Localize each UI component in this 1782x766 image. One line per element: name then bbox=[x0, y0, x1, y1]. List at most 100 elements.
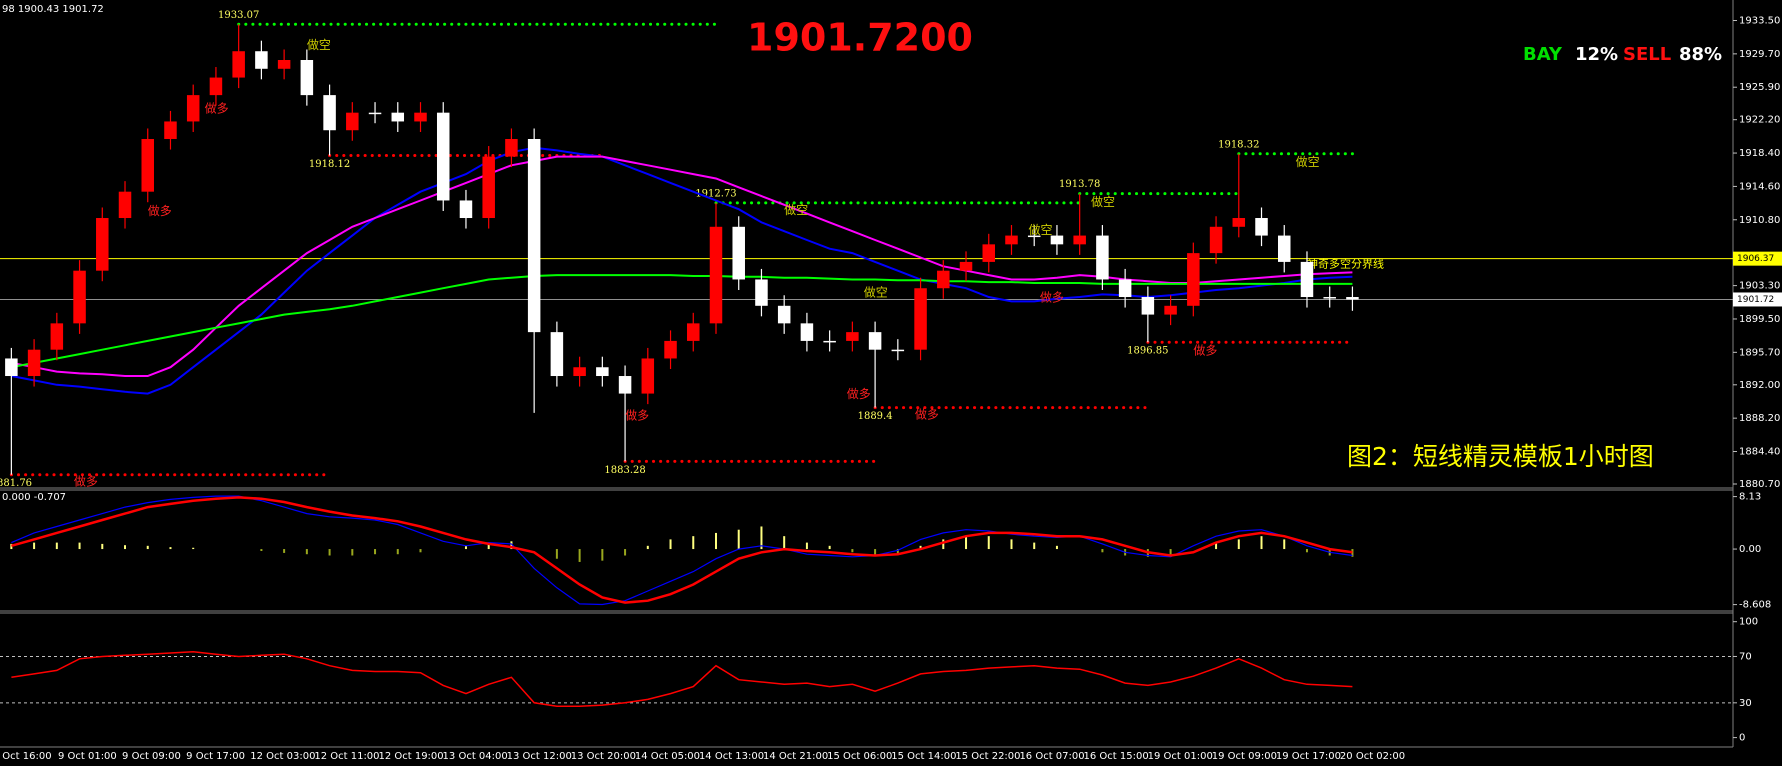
y-tick-label: 1910.80 bbox=[1739, 215, 1780, 226]
price-annotation: 1918.32 bbox=[1218, 139, 1259, 150]
candle-body bbox=[1255, 218, 1268, 236]
candle-body bbox=[1209, 226, 1223, 254]
long-signal: 做多 bbox=[625, 407, 649, 422]
price-annotation: 1913.78 bbox=[1059, 179, 1100, 190]
x-tick-label: 13 Oct 04:00 bbox=[443, 751, 508, 762]
y-tick-label: 1903.30 bbox=[1739, 281, 1780, 292]
candle-body bbox=[823, 340, 836, 343]
candle-body bbox=[1187, 253, 1200, 306]
candle-body bbox=[687, 323, 700, 341]
candle-body bbox=[641, 358, 655, 394]
y-tick-label: 1922.20 bbox=[1739, 115, 1780, 126]
candle-body bbox=[1323, 297, 1336, 299]
candle-body bbox=[527, 139, 541, 333]
current-price: 1901.72 bbox=[1737, 295, 1774, 305]
price-annotation: 1889.4 bbox=[858, 411, 893, 422]
boundary-label: 神奇多空分界线 bbox=[1307, 257, 1384, 271]
y-tick-label: 1892.00 bbox=[1739, 380, 1780, 391]
rsi-line bbox=[11, 651, 1353, 708]
candle-body bbox=[1050, 235, 1064, 245]
candle-body bbox=[323, 95, 336, 131]
candle-body bbox=[368, 112, 382, 115]
macd-line bbox=[11, 495, 1353, 606]
y-tick-label: 1914.60 bbox=[1739, 181, 1780, 192]
candle-body bbox=[664, 340, 677, 359]
candle-body bbox=[846, 332, 859, 341]
candle-body bbox=[346, 112, 359, 131]
price-annotation: 1918.12 bbox=[309, 159, 350, 170]
price-annotation: 1896.85 bbox=[1127, 346, 1168, 357]
candle-body bbox=[482, 156, 495, 219]
candle-body bbox=[459, 200, 473, 219]
x-tick-label: 19 Oct 01:00 bbox=[1148, 751, 1213, 762]
x-tick-label: 9 Oct 01:00 bbox=[58, 751, 117, 762]
y-tick-label: 100 bbox=[1739, 617, 1758, 628]
long-signal: 做多 bbox=[1040, 289, 1064, 304]
x-tick-label: 19 Oct 09:00 bbox=[1212, 751, 1277, 762]
y-tick-label: 1895.70 bbox=[1739, 347, 1780, 358]
candle-body bbox=[959, 261, 973, 271]
macd-header: 0.000 -0.707 bbox=[2, 492, 66, 503]
candle-body bbox=[300, 60, 314, 96]
x-tick-label: 15 Oct 22:00 bbox=[955, 751, 1020, 762]
sell-ratio: 88% bbox=[1679, 44, 1722, 65]
short-signal: 做空 bbox=[1091, 194, 1115, 209]
y-tick-label: 1925.90 bbox=[1739, 82, 1780, 93]
price-annotation: 1881.76 bbox=[0, 478, 32, 489]
candle-body bbox=[1164, 305, 1177, 315]
candle-body bbox=[1141, 297, 1155, 315]
x-tick-label: 16 Oct 07:00 bbox=[1019, 751, 1084, 762]
candle-body bbox=[255, 51, 268, 69]
candle-body bbox=[436, 112, 450, 201]
y-tick-label: 0.00 bbox=[1739, 544, 1761, 555]
candle-body bbox=[618, 376, 632, 394]
y-tick-label: 8.13 bbox=[1739, 492, 1761, 503]
candle-body bbox=[732, 226, 745, 280]
buy-label: BAY bbox=[1523, 44, 1563, 65]
candle-body bbox=[891, 349, 905, 352]
y-tick-label: 1899.50 bbox=[1739, 314, 1780, 325]
x-tick-label: 9 Oct 09:00 bbox=[122, 751, 181, 762]
candle-body bbox=[1027, 235, 1041, 238]
short-signal: 做空 bbox=[784, 202, 808, 217]
candle-body bbox=[50, 323, 64, 350]
x-tick-label: 15 Oct 14:00 bbox=[891, 751, 956, 762]
candle-body bbox=[1073, 235, 1086, 245]
candle-body bbox=[164, 121, 177, 140]
symbol-header: 98 1900.43 1901.72 bbox=[2, 4, 104, 15]
candle-body bbox=[982, 244, 996, 262]
candle-body bbox=[868, 332, 882, 350]
candle-body bbox=[596, 367, 609, 377]
long-signal: 做多 bbox=[148, 203, 172, 218]
y-tick-label: 0 bbox=[1739, 733, 1745, 744]
x-tick-label: 15 Oct 06:00 bbox=[827, 751, 892, 762]
long-signal: 做多 bbox=[74, 473, 98, 488]
x-tick-label: 13 Oct 12:00 bbox=[507, 751, 572, 762]
candle-body bbox=[1346, 297, 1359, 300]
candle-body bbox=[27, 349, 41, 377]
caption: 图2：短线精灵模板1小时图 bbox=[1347, 442, 1654, 471]
x-tick-label: 12 Oct 03:00 bbox=[250, 751, 315, 762]
candle-body bbox=[277, 60, 291, 69]
x-tick-label: 19 Oct 17:00 bbox=[1276, 751, 1341, 762]
candle-body bbox=[118, 191, 132, 219]
x-tick-label: 12 Oct 19:00 bbox=[378, 751, 443, 762]
price-annotation: 1933.07 bbox=[218, 10, 259, 21]
candle-body bbox=[1300, 261, 1314, 298]
candle-body bbox=[232, 51, 245, 78]
y-tick-label: -8.608 bbox=[1739, 600, 1771, 611]
current-price-box bbox=[1733, 292, 1782, 307]
candle-body bbox=[1096, 235, 1109, 280]
candle-body bbox=[391, 112, 405, 122]
x-tick-label: 12 Oct 11:00 bbox=[314, 751, 379, 762]
macd-line bbox=[11, 496, 1353, 604]
boundary-price-box bbox=[1733, 251, 1782, 266]
candle-body bbox=[209, 77, 223, 96]
x-tick-label: 14 Oct 21:00 bbox=[763, 751, 828, 762]
y-tick-label: 1933.50 bbox=[1739, 16, 1780, 27]
candle-body bbox=[914, 288, 927, 350]
candle-body bbox=[777, 305, 791, 324]
